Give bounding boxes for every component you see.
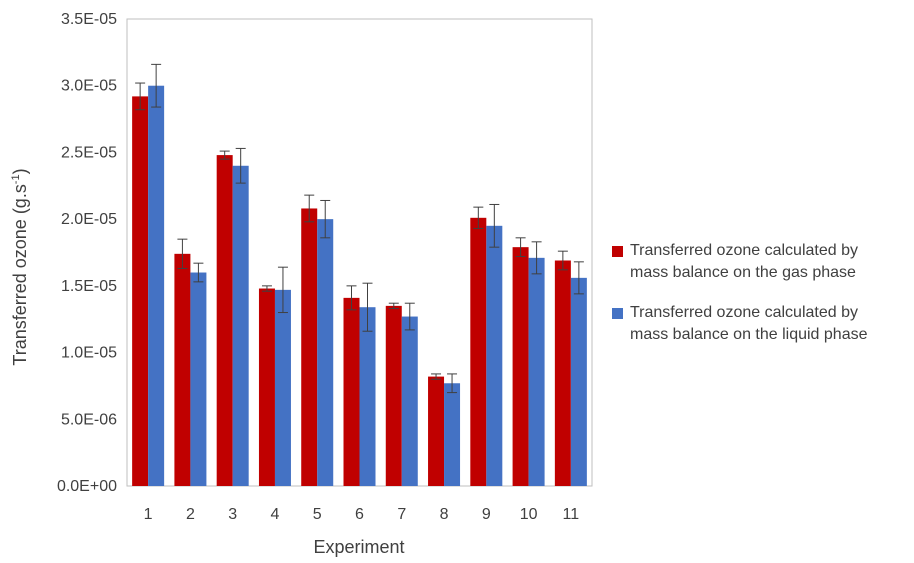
- legend-label-gas-line1: Transferred ozone calculated by: [630, 242, 858, 259]
- error-bars: [135, 63, 584, 394]
- y-tick-label: 5.0E-06: [61, 411, 117, 428]
- bar-liquid-phase: [486, 225, 503, 487]
- bar-gas-phase: [301, 208, 318, 486]
- legend-label-liquid-line2: mass balance on the liquid phase: [630, 326, 868, 343]
- y-tick-label: 2.0E-05: [61, 211, 117, 228]
- bar-gas-phase: [343, 297, 360, 486]
- x-tick-label: 4: [271, 506, 280, 523]
- bar-liquid-phase: [528, 257, 545, 486]
- x-tick-label: 8: [440, 506, 449, 523]
- legend-swatch-gas: [612, 246, 623, 257]
- x-tick-label: 9: [482, 506, 491, 523]
- bar-liquid-phase: [232, 165, 249, 486]
- bar-liquid-phase: [274, 289, 291, 486]
- bar-gas-phase: [428, 376, 445, 486]
- y-axis-title-end: ): [10, 168, 30, 174]
- bar-liquid-phase: [148, 85, 165, 486]
- y-tick-label: 3.0E-05: [61, 78, 117, 95]
- x-tick-label: 2: [186, 506, 195, 523]
- legend-item-gas: Transferred ozone calculated by mass bal…: [612, 240, 912, 284]
- bar-liquid-phase: [190, 272, 207, 486]
- bar-liquid-phase: [359, 307, 376, 486]
- y-axis-title-main: Transferred ozone (g.s: [10, 184, 30, 365]
- bar-gas-phase: [258, 288, 275, 486]
- x-tick-label: 6: [355, 506, 364, 523]
- x-tick-label: 10: [520, 506, 538, 523]
- x-tick-label: 1: [144, 506, 153, 523]
- legend: Transferred ozone calculated by mass bal…: [612, 240, 912, 364]
- bar-liquid-phase: [317, 219, 334, 486]
- bar-gas-phase: [132, 96, 149, 486]
- x-tick-label: 7: [397, 506, 406, 523]
- x-axis-ticks: 1 2 3 4 5 6 7 8 9 10 11: [144, 506, 580, 523]
- bar-gas-phase: [470, 217, 487, 486]
- x-tick-label: 3: [228, 506, 237, 523]
- bar-liquid-phase: [570, 277, 587, 486]
- bar-gas-phase: [174, 253, 191, 486]
- bar-liquid-phase: [444, 383, 461, 486]
- legend-swatch-liquid: [612, 308, 623, 319]
- legend-item-liquid: Transferred ozone calculated by mass bal…: [612, 302, 912, 346]
- bar-liquid-phase: [401, 316, 418, 486]
- y-tick-label: 2.5E-05: [61, 144, 117, 161]
- bar-gas-phase: [554, 260, 571, 486]
- bar-gas-phase: [216, 155, 233, 486]
- legend-label-gas-line2: mass balance on the gas phase: [630, 264, 856, 281]
- y-tick-label: 1.0E-05: [61, 345, 117, 362]
- x-tick-label: 5: [313, 506, 322, 523]
- y-tick-label: 3.5E-05: [61, 11, 117, 28]
- y-axis-title-superscript: -1: [10, 174, 22, 184]
- x-tick-label: 11: [563, 506, 580, 523]
- bar-gas-phase: [512, 247, 529, 486]
- x-axis-title: Experiment: [313, 537, 404, 557]
- bars: [132, 85, 587, 487]
- y-axis-ticks: 0.0E+00 5.0E-06 1.0E-05 1.5E-05 2.0E-05 2.5E-…: [57, 11, 117, 495]
- bar-gas-phase: [385, 305, 402, 486]
- y-tick-label: 0.0E+00: [57, 478, 117, 495]
- y-axis-title: Transferred ozone (g.s-1): [10, 168, 30, 365]
- y-tick-label: 1.5E-05: [61, 278, 117, 295]
- legend-label-liquid-line1: Transferred ozone calculated by: [630, 304, 858, 321]
